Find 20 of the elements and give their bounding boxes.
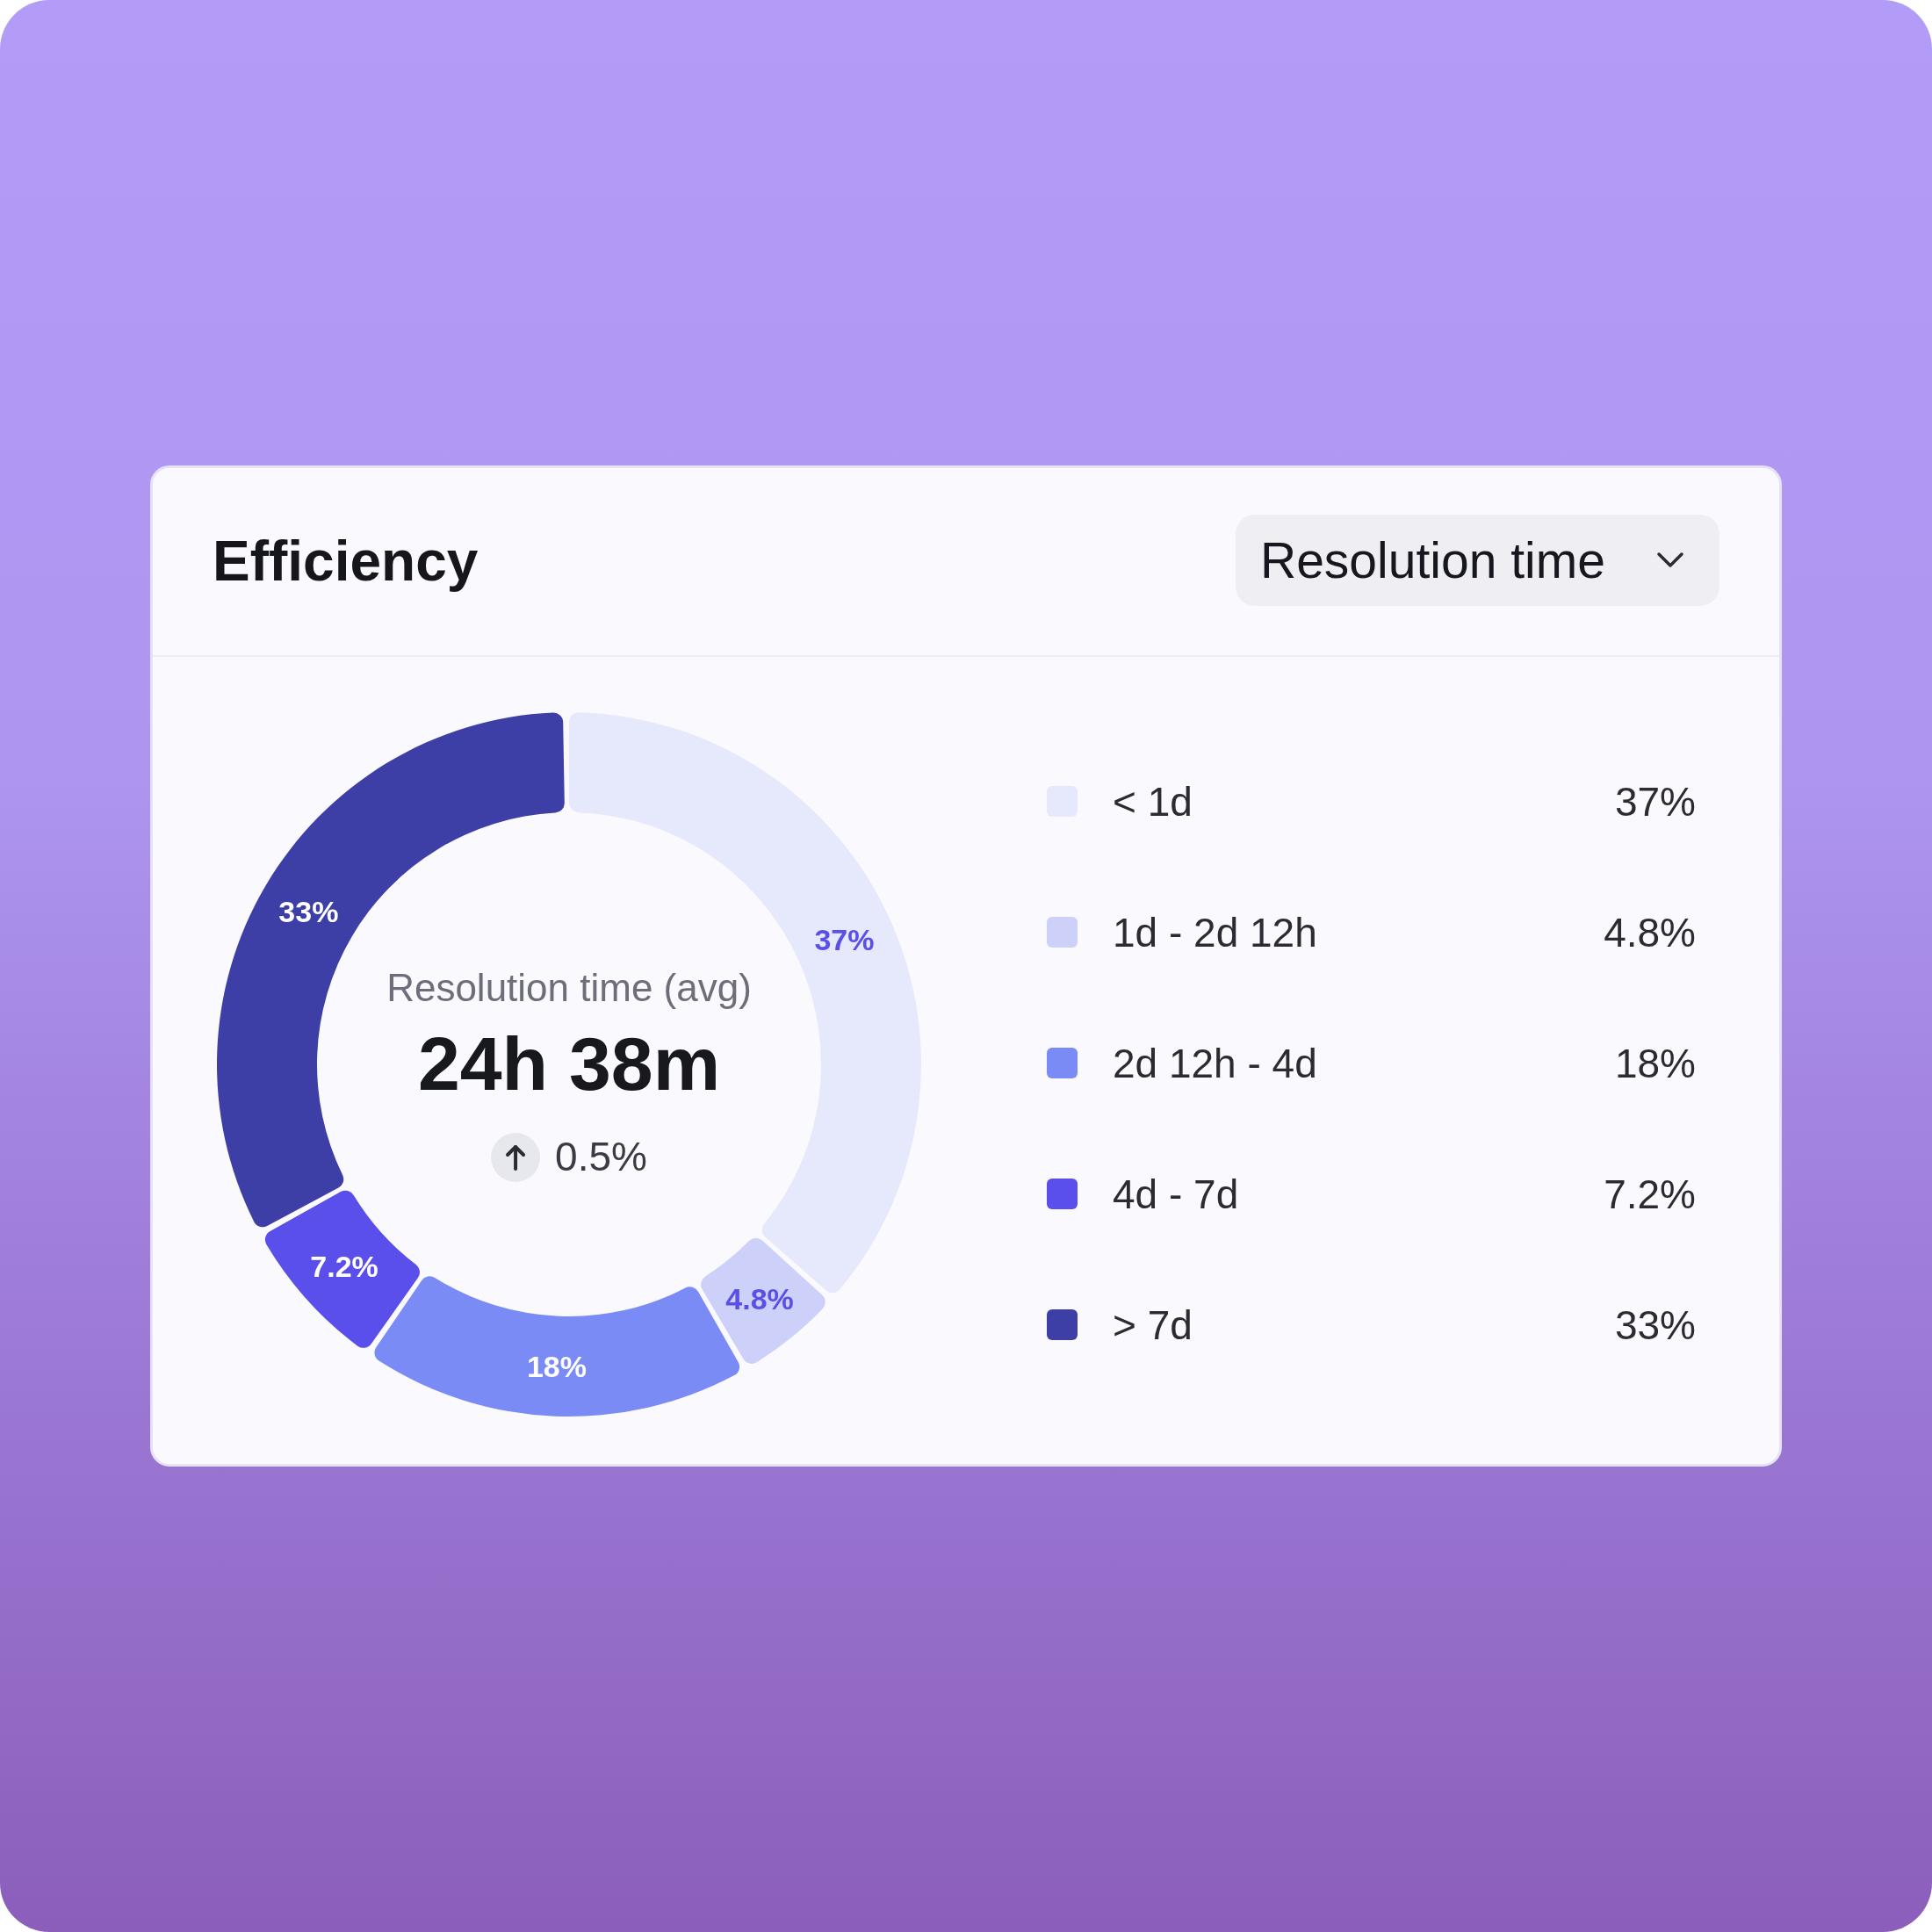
text: 4.8% [1604,909,1696,955]
text: 37% [1614,778,1696,825]
data-label: 4.8% [725,1281,794,1316]
legend-label: 4d - 7d [1113,1170,1240,1218]
data-label: 18% [526,1349,587,1383]
legend-label: > 7d [1113,1301,1193,1349]
text: 24h 38m [417,1020,721,1108]
data-label: 7.2% [310,1249,378,1283]
chart-title: Efficiency [213,528,479,595]
text: 7.2% [1604,1171,1696,1217]
legend-label: 1d - 2d 12h [1113,908,1318,956]
legend-label: 2d 12h - 4d [1113,1039,1318,1087]
text: 33% [1614,1301,1696,1348]
legend-label: < 1d [1113,777,1193,825]
data-label: 37% [814,923,875,957]
dropdown: Resolution time [1236,515,1719,606]
text: 18% [1614,1040,1696,1086]
text: 0.5% [555,1133,647,1182]
data-label: 33% [278,894,339,928]
text: Resolution time (avg) [386,964,752,1011]
